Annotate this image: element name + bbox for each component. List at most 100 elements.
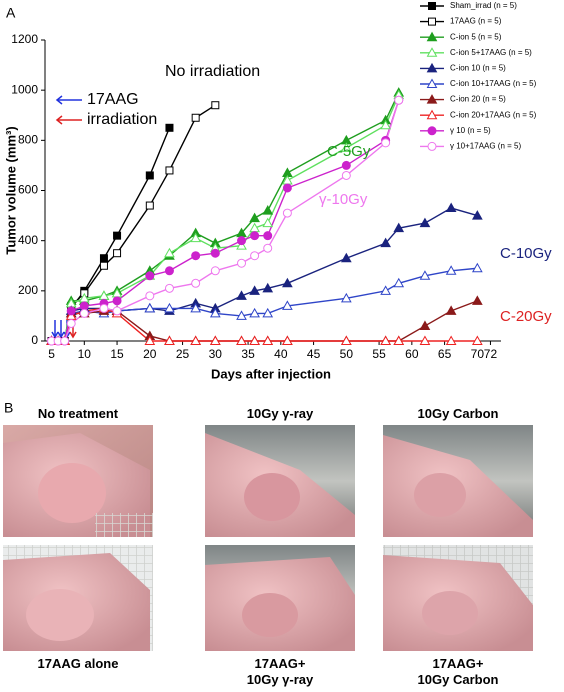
data-point xyxy=(471,262,483,273)
legend-label: C-ion 20 (n = 5) xyxy=(450,95,506,104)
data-point xyxy=(144,335,156,345)
data-point xyxy=(237,236,247,246)
data-point xyxy=(209,335,221,345)
x-tick-label: 55 xyxy=(372,347,386,361)
photo-caption: 10Gy Carbon xyxy=(418,406,499,421)
data-point xyxy=(263,231,273,241)
legend-marker xyxy=(426,94,438,104)
data-point xyxy=(145,171,154,180)
data-point xyxy=(165,166,174,175)
data-point xyxy=(340,252,352,263)
data-point xyxy=(445,335,457,345)
data-point xyxy=(164,302,175,313)
data-point xyxy=(380,335,391,345)
x-tick-label: 20 xyxy=(143,347,157,361)
y-tick-label: 800 xyxy=(18,133,38,147)
data-point xyxy=(471,335,483,345)
annotation: γ-10Gy xyxy=(319,191,368,208)
data-point xyxy=(262,307,274,318)
data-point xyxy=(164,335,175,345)
data-point xyxy=(236,335,247,345)
legend-label: Sham_irrad (n = 5) xyxy=(450,1,517,10)
data-point xyxy=(471,295,483,305)
photo-panel: B No treatment 10Gy γ-ray 10Gy Carbon 17AAG… xyxy=(3,400,533,687)
data-point xyxy=(66,306,76,316)
data-point xyxy=(209,307,221,318)
data-point xyxy=(113,231,122,240)
data-point xyxy=(211,101,220,110)
data-point xyxy=(249,307,260,318)
annotation: No irradiation xyxy=(165,63,260,80)
data-point xyxy=(236,310,247,320)
photo xyxy=(3,545,153,651)
data-point xyxy=(445,305,457,315)
data-point xyxy=(282,277,293,288)
panel-label: A xyxy=(6,5,16,21)
data-point xyxy=(249,212,260,223)
data-point xyxy=(164,283,174,293)
photo-caption: 17AAG+ 10Gy γ-ray xyxy=(247,656,314,687)
data-point xyxy=(145,271,155,281)
legend-marker xyxy=(428,17,436,26)
data-point xyxy=(112,296,122,306)
data-point xyxy=(380,119,391,130)
annotation: C-20Gy xyxy=(500,308,552,325)
photo-caption: No treatment xyxy=(38,406,119,421)
data-point xyxy=(381,138,391,148)
data-point xyxy=(419,217,431,228)
annotation: 17AAG xyxy=(87,91,139,108)
x-tick-label: 70 xyxy=(471,347,485,361)
legend-label: C-ion 5+17AAG (n = 5) xyxy=(450,48,532,57)
legend-marker xyxy=(427,126,437,136)
legend-marker xyxy=(428,2,436,10)
data-point xyxy=(380,285,391,295)
y-tick-label: 1000 xyxy=(11,82,38,96)
data-point xyxy=(340,292,352,303)
legend-marker xyxy=(426,47,438,57)
data-point xyxy=(190,335,202,345)
legend-label: C-ion 10+17AAG (n = 5) xyxy=(450,79,537,88)
data-point xyxy=(164,247,175,258)
data-point xyxy=(445,265,457,275)
x-tick-label: 65 xyxy=(438,347,452,361)
x-tick-label: 35 xyxy=(241,347,255,361)
data-point xyxy=(190,232,202,243)
data-point xyxy=(445,202,457,213)
data-point xyxy=(113,249,122,258)
data-point xyxy=(471,210,483,220)
data-point xyxy=(237,258,247,268)
legend-label: γ 10+17AAG (n = 5) xyxy=(450,142,521,151)
series-line xyxy=(51,104,216,342)
x-tick-label: 5 xyxy=(48,347,55,361)
legend-marker xyxy=(426,31,438,42)
data-point xyxy=(191,113,200,122)
data-point xyxy=(144,302,156,313)
data-point xyxy=(393,277,405,288)
data-point xyxy=(262,217,274,228)
legend-marker xyxy=(426,62,438,73)
photo xyxy=(383,425,533,537)
data-point xyxy=(165,123,174,132)
legend-marker xyxy=(427,141,437,151)
y-tick-label: 400 xyxy=(18,233,38,247)
data-point xyxy=(236,240,247,250)
data-point xyxy=(99,254,108,263)
annotation: C-5Gy xyxy=(327,143,371,160)
data-point xyxy=(99,261,108,270)
series-line xyxy=(51,207,478,342)
data-point xyxy=(394,95,404,105)
legend-marker xyxy=(426,78,438,88)
data-point xyxy=(236,290,247,300)
data-point xyxy=(282,183,292,193)
photo-caption: 17AAG alone xyxy=(38,656,119,671)
x-tick-label: 72 xyxy=(484,347,498,361)
data-point xyxy=(419,270,431,280)
legend-marker xyxy=(426,109,438,120)
photo-caption: 17AAG+ 10Gy Carbon xyxy=(418,656,499,687)
data-point xyxy=(191,278,201,288)
x-tick-label: 30 xyxy=(209,347,223,361)
data-point xyxy=(210,266,220,276)
data-point xyxy=(79,308,89,318)
annotation: irradiation xyxy=(87,111,157,128)
legend-label: γ 10 (n = 5) xyxy=(450,126,491,135)
